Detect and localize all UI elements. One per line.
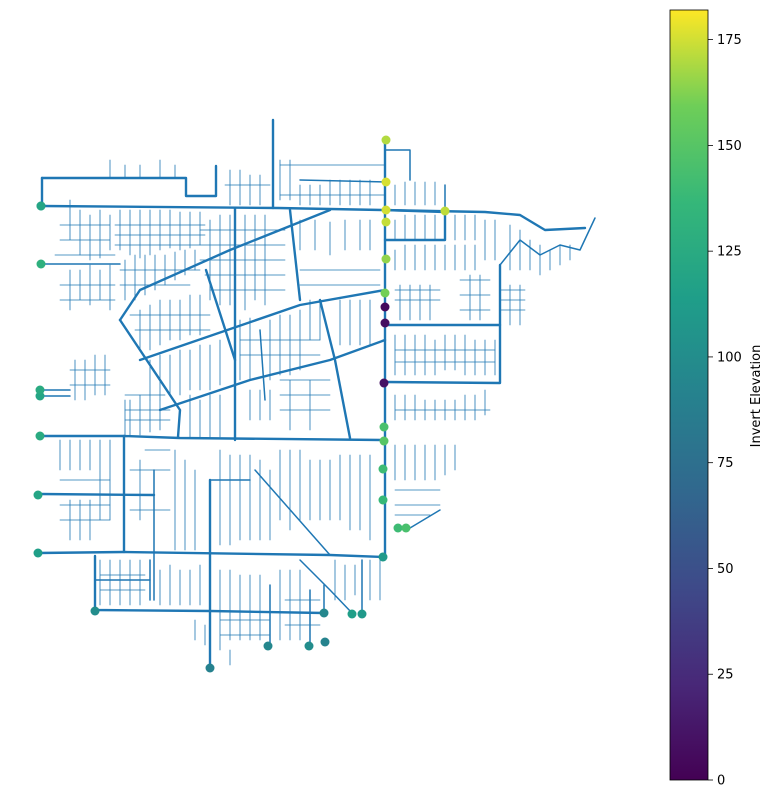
outfall-marker [378,464,388,474]
outfall-marker [90,606,100,616]
outfall-marker [320,637,330,647]
colorbar-label: Invert Elevation [749,345,764,448]
outfall-marker [379,378,389,388]
outfall-marker [440,206,450,216]
colorbar-ticks: 0 25 50 75 100 125 150 175 [708,33,742,789]
outfall-marker [35,385,45,395]
outfall-marker [379,436,389,446]
outfall-marker [381,135,391,145]
outfall-marker [33,548,43,558]
colorbar-tick-label: 25 [717,668,734,683]
outfall-marker [379,422,389,432]
outfall-marker [393,523,403,533]
outfall-marker [357,609,367,619]
outfall-markers [33,135,450,673]
outfall-marker [380,288,390,298]
colorbar: 0 25 50 75 100 125 150 175 Invert Elevation [669,9,764,789]
outfall-marker [33,490,43,500]
outfall-marker [381,217,391,227]
outfall-marker [319,608,329,618]
colorbar-tick-label: 0 [717,774,725,789]
colorbar-tick-label: 150 [717,139,742,154]
outfall-marker [380,318,390,328]
colorbar-tick-label: 100 [717,350,742,365]
colorbar-tick-label: 125 [717,245,742,260]
outfall-marker [381,254,391,264]
outfall-marker [205,663,215,673]
outfall-marker [36,259,46,269]
colorbar-tick-label: 175 [717,33,742,48]
colorbar-tick-label: 75 [717,456,734,471]
colorbar-gradient [669,9,709,781]
colorbar-tick-label: 50 [717,562,734,577]
outfall-marker [378,495,388,505]
outfall-marker [380,302,390,312]
pipe-network [36,118,596,670]
outfall-marker [35,431,45,441]
outfall-marker [36,201,46,211]
outfall-marker [381,177,391,187]
outfall-marker [378,552,388,562]
outfall-marker [263,641,273,651]
outfall-marker [381,205,391,215]
outfall-marker [401,523,411,533]
outfall-marker [347,609,357,619]
outfall-marker [304,641,314,651]
